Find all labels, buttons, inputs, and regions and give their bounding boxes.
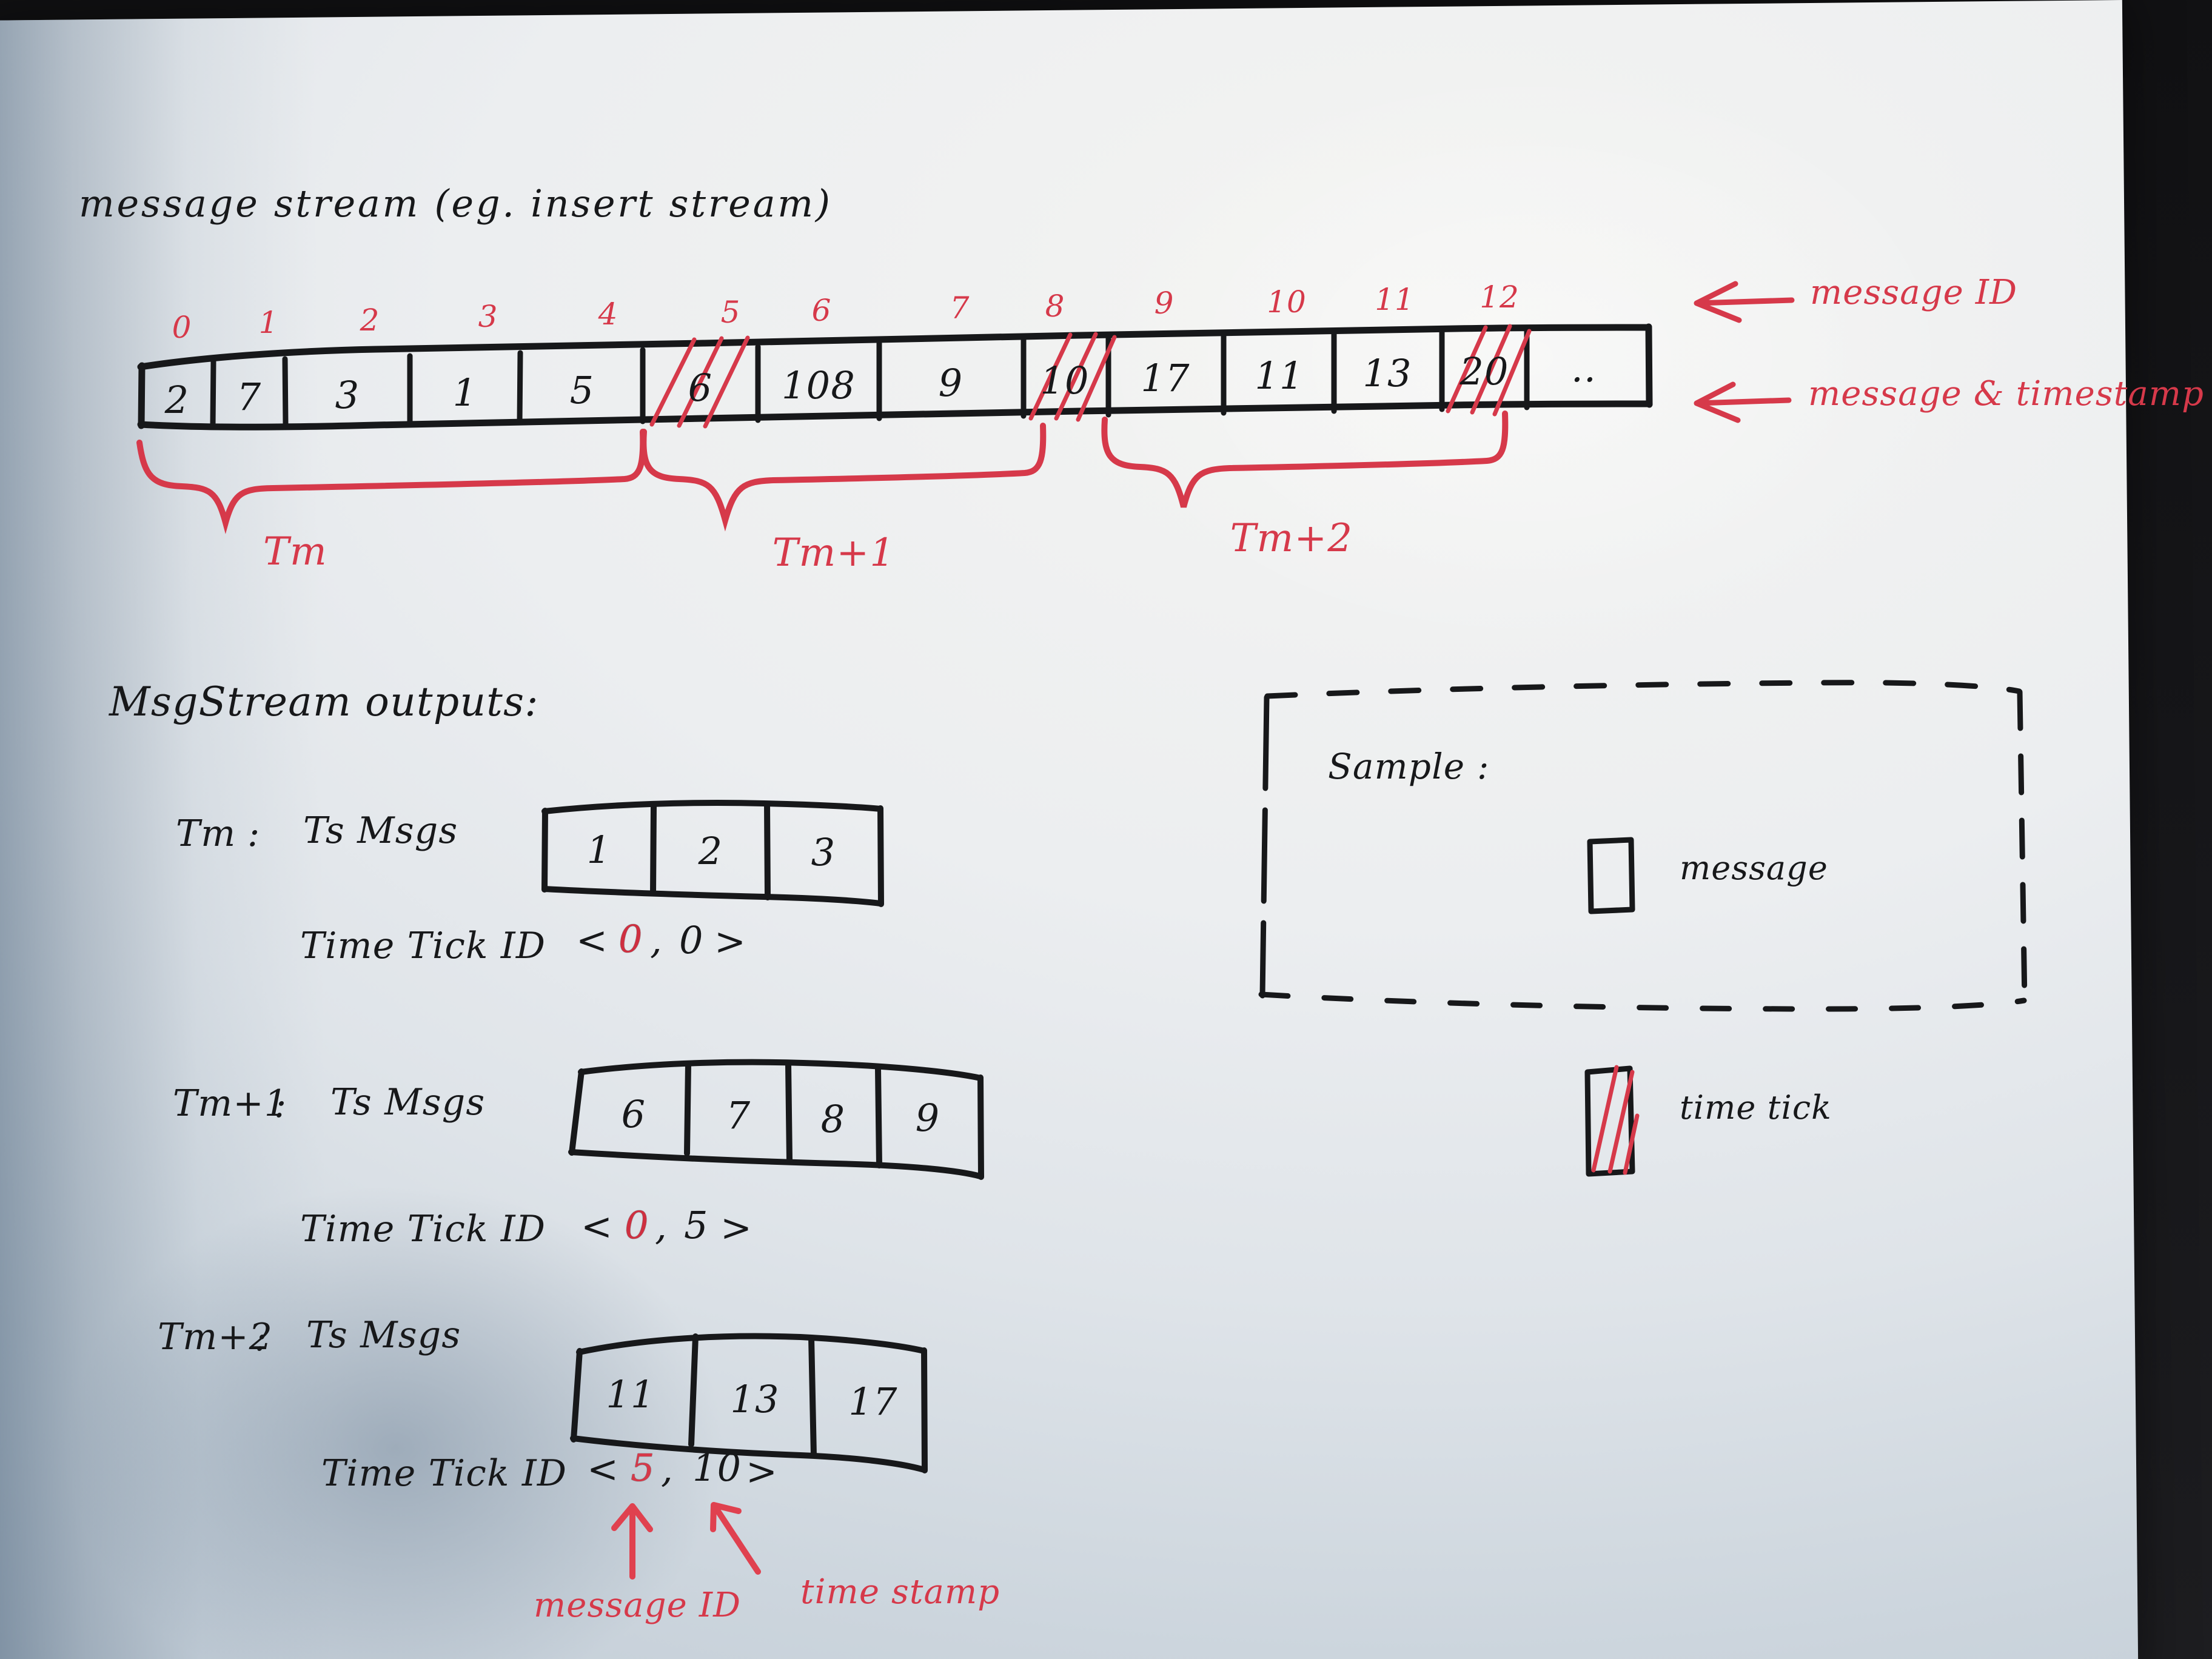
group-1-tick-ts: 5 — [684, 1203, 709, 1247]
stream-cell-11: 13 — [1362, 351, 1412, 395]
stream-index-8: 8 — [1045, 289, 1065, 324]
brace-label-tm: Tm — [263, 529, 327, 574]
stream-cell-5: 6 — [688, 366, 713, 410]
group-0-tick-open: < — [576, 918, 609, 962]
stream-index-0: 0 — [172, 310, 192, 345]
group-0-tick-comma: , — [650, 918, 663, 962]
stream-cell-3: 1 — [452, 370, 478, 415]
stream-cell-6: 108 — [781, 363, 856, 407]
group-2-tick-open: < — [587, 1447, 620, 1491]
stream-cell-ellipsis: .. — [1571, 346, 1597, 390]
group-1-tick-open: < — [581, 1204, 614, 1248]
group-2-tick-label: Time Tick ID — [321, 1452, 568, 1495]
stream-index-11: 11 — [1375, 282, 1415, 317]
group-1-name: Tm+1 — [173, 1082, 289, 1125]
group-0-msgs-label: Ts Msgs — [303, 809, 458, 852]
stream-index-2: 2 — [360, 303, 380, 338]
group-1-msg-3: 9 — [915, 1096, 940, 1140]
group-2-colon: : — [255, 1317, 268, 1359]
stream-index-5: 5 — [720, 295, 741, 330]
callout-message-id: message ID — [534, 1586, 742, 1625]
group-0-tick-id: 0 — [618, 917, 643, 961]
group-1-colon: : — [274, 1084, 287, 1126]
group-1-msg-2: 8 — [820, 1097, 846, 1141]
stream-cell-4: 5 — [569, 368, 595, 412]
legend-title: Sample : — [1328, 746, 1490, 787]
stream-index-10: 10 — [1267, 284, 1307, 320]
stream-cell-12: 20 — [1460, 349, 1509, 394]
brace-label-tm1: Tm+1 — [772, 531, 896, 575]
group-2-tick-id: 5 — [631, 1446, 655, 1490]
group-0-msg-1: 2 — [698, 829, 723, 873]
group-2-msg-0: 11 — [606, 1372, 655, 1416]
stream-index-3: 3 — [478, 299, 498, 334]
group-1-msg-0: 6 — [621, 1092, 646, 1136]
group-1-tick-id: 0 — [625, 1203, 649, 1247]
stream-cell-0: 2 — [164, 378, 190, 422]
page-title: message stream (eg. insert stream) — [79, 181, 833, 226]
stream-index-4: 4 — [598, 297, 618, 332]
group-2-msg-2: 17 — [848, 1379, 898, 1424]
group-1-msg-1: 7 — [726, 1093, 751, 1138]
stream-index-9: 9 — [1154, 286, 1175, 321]
stream-index-annotation: message ID — [1810, 273, 2018, 312]
group-1-tick-comma: , — [655, 1204, 668, 1248]
group-0-msg-2: 3 — [811, 830, 836, 874]
group-0-tick-ts: 0 — [679, 918, 704, 962]
group-1-tick-label: Time Tick ID — [300, 1208, 546, 1250]
outputs-heading: MsgStream outputs: — [109, 679, 539, 725]
stream-cell-1: 7 — [236, 375, 262, 419]
group-0-tick-label: Time Tick ID — [300, 925, 546, 967]
stream-cell-9: 17 — [1141, 356, 1190, 400]
group-1-tick-close: > — [720, 1205, 753, 1250]
legend-label-timetick: time tick — [1680, 1088, 1832, 1127]
group-0-name: Tm — [176, 813, 236, 855]
brace-label-tm2: Tm+2 — [1230, 516, 1353, 561]
group-2-tick-comma: , — [661, 1447, 674, 1491]
stream-index-6: 6 — [811, 293, 832, 328]
group-0-colon: : — [247, 813, 261, 855]
callout-timestamp: time stamp — [800, 1572, 1000, 1612]
legend-label-message: message — [1680, 849, 1828, 887]
group-2-msgs-label: Ts Msgs — [306, 1314, 461, 1356]
group-2-msg-1: 13 — [730, 1377, 780, 1421]
group-2-tick-close: > — [746, 1449, 779, 1493]
stream-cell-7: 9 — [938, 361, 964, 405]
group-0-tick-close: > — [714, 919, 747, 964]
group-2-tick-ts: 10 — [692, 1446, 742, 1490]
timetick-hatch-group — [649, 324, 1532, 429]
stream-cell-10: 11 — [1255, 354, 1304, 398]
stream-cell-8: 10 — [1040, 358, 1090, 403]
stream-cell-2: 3 — [335, 373, 360, 417]
stream-index-12: 12 — [1480, 280, 1520, 315]
group-1-msgs-label: Ts Msgs — [330, 1081, 486, 1124]
group-2-name: Tm+2 — [158, 1316, 273, 1358]
group-0-msg-0: 1 — [586, 828, 612, 872]
stream-value-annotation: message & timestamp — [1808, 374, 2205, 414]
stream-index-1: 1 — [258, 305, 279, 340]
stream-index-7: 7 — [950, 290, 970, 326]
